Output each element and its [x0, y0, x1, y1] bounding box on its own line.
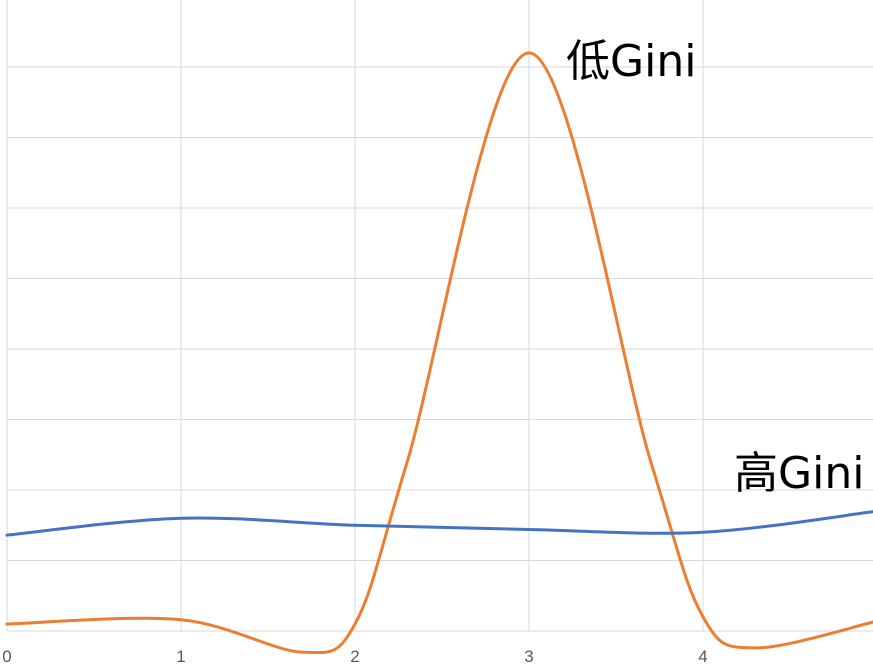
x-tick-label: 1	[176, 647, 185, 666]
series-line-0	[5, 51, 873, 655]
annotation-layer: 低Gini 高Gini	[566, 36, 864, 499]
series-line-1	[5, 510, 873, 537]
x-axis: 0 1 2 3 4	[2, 647, 707, 666]
x-tick-label: 0	[2, 647, 11, 666]
annotation-high-gini: 高Gini	[734, 448, 864, 499]
chart-gridlines	[6, 0, 873, 632]
x-tick-label: 2	[350, 647, 359, 666]
x-tick-label: 4	[698, 647, 707, 666]
x-tick-label: 3	[524, 647, 533, 666]
annotation-low-gini: 低Gini	[566, 36, 696, 87]
series-layer	[5, 51, 873, 655]
